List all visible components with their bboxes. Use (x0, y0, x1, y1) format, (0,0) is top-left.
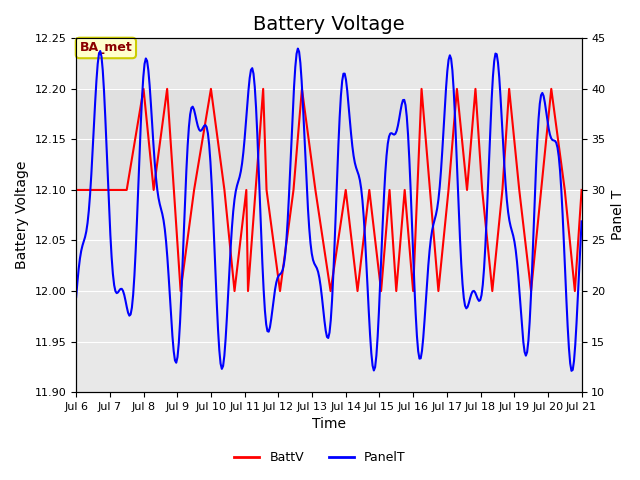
Legend: BattV, PanelT: BattV, PanelT (229, 446, 411, 469)
X-axis label: Time: Time (312, 418, 346, 432)
Title: Battery Voltage: Battery Voltage (253, 15, 404, 34)
Bar (76, 89, 582, 190)
Y-axis label: Battery Voltage: Battery Voltage (15, 161, 29, 269)
Text: BA_met: BA_met (79, 41, 132, 54)
Y-axis label: Panel T: Panel T (611, 190, 625, 240)
